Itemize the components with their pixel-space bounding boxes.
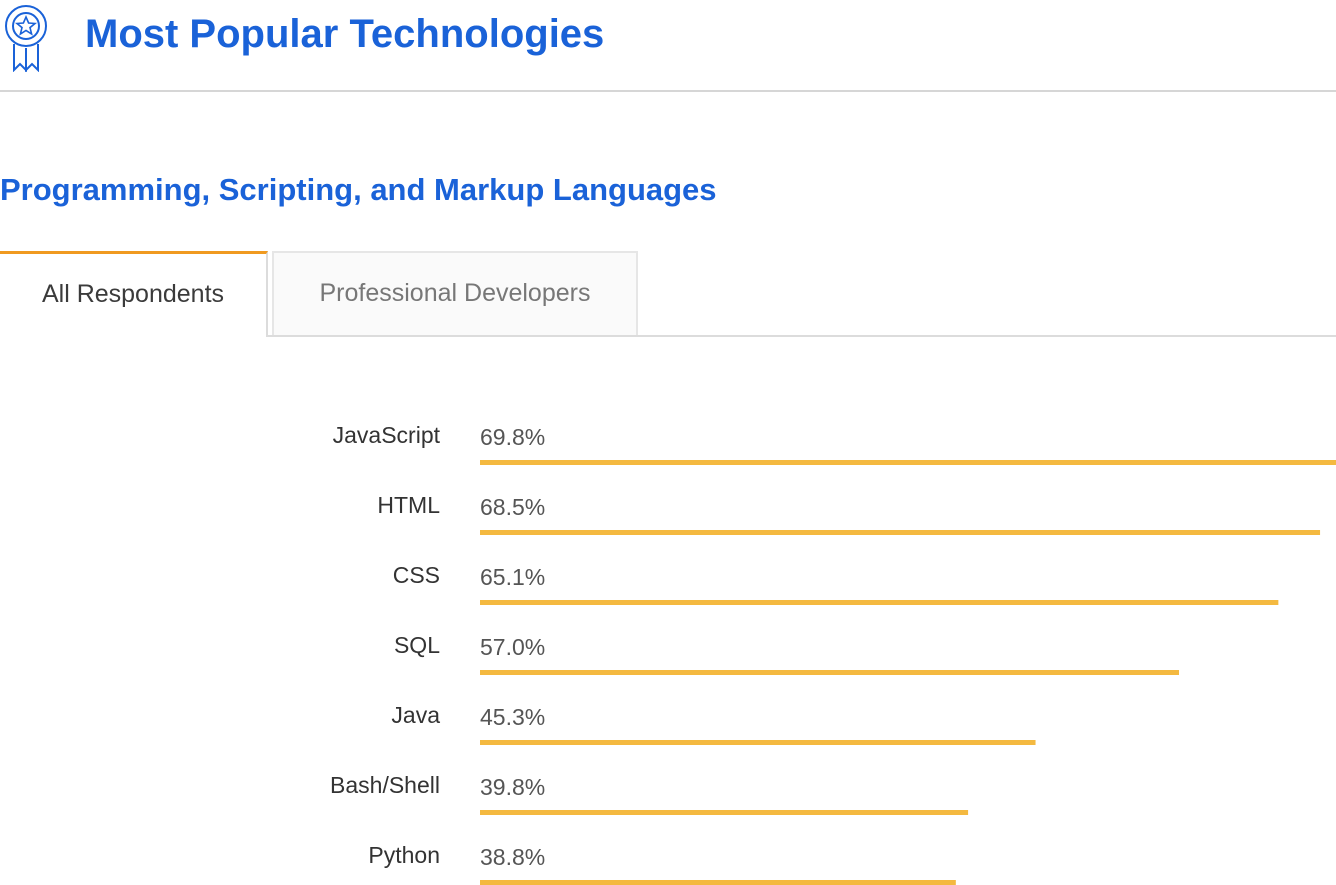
divider: [0, 90, 1336, 92]
value-label: 65.1%: [480, 564, 545, 590]
bar: [480, 460, 1336, 465]
tab-active[interactable]: All Respondents: [0, 251, 268, 337]
value-label: 57.0%: [480, 634, 545, 660]
category-label: Java: [391, 702, 440, 728]
bar: [480, 670, 1180, 675]
bar: [480, 600, 1279, 605]
chart: JavaScript 69.8% HTML 68.5% CSS 65.1% SQL 57.0%…: [330, 422, 1336, 885]
category-label: CSS: [393, 562, 440, 588]
award-icon: [5, 5, 47, 72]
bar: [480, 880, 956, 885]
value-label: 39.8%: [480, 774, 545, 800]
bar: [480, 810, 969, 815]
value-label: 69.8%: [480, 424, 545, 450]
section-title: Programming, Scripting, and Markup Langu…: [0, 172, 717, 207]
value-label: 45.3%: [480, 704, 545, 730]
category-label: JavaScript: [333, 422, 441, 448]
bar: [480, 530, 1321, 535]
page-title: Most Popular Technologies: [85, 12, 605, 56]
category-label: Python: [368, 842, 440, 868]
category-label: HTML: [377, 492, 440, 518]
value-label: 68.5%: [480, 494, 545, 520]
value-label: 38.8%: [480, 844, 545, 870]
tab[interactable]: Professional Developers: [272, 251, 638, 335]
category-label: SQL: [394, 632, 440, 658]
bar: [480, 740, 1036, 745]
category-label: Bash/Shell: [330, 772, 440, 798]
tab-baseline: [0, 335, 1336, 337]
